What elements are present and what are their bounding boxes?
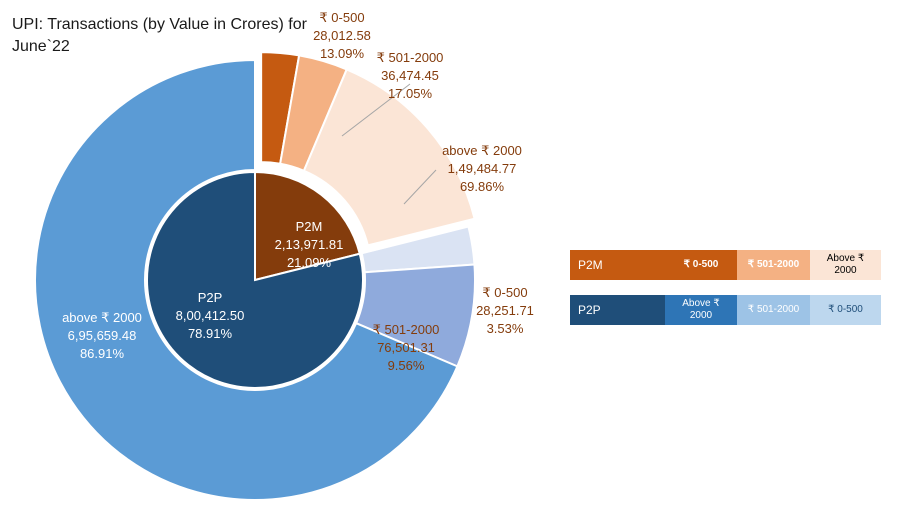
label-p2m-501-2000-leader-line — [341, 83, 411, 137]
label-inner-p2p-name: P2P — [198, 290, 223, 305]
label-p2m-above-2000-value: 1,49,484.77 — [448, 161, 517, 176]
legend-p2m-above-2000: Above ₹ 2000 — [810, 250, 881, 280]
label-p2m-above-2000-leader-line — [403, 169, 437, 205]
label-p2p-0-500-percent: 3.53% — [487, 321, 524, 336]
inner-slice-p2p — [146, 170, 364, 389]
label-p2p-above-2000-percent: 86.91% — [80, 346, 125, 361]
legend-p2p-501-2000: ₹ 501-2000 — [737, 295, 810, 325]
inner-slice-p2m — [254, 170, 361, 282]
label-p2m-501-2000-percent: 17.05% — [388, 86, 433, 101]
legend-p2p-0-500: ₹ 0-500 — [810, 295, 881, 325]
chart-slices — [34, 51, 476, 501]
label-p2p-501-2000-name: ₹ 501-2000 — [373, 322, 440, 337]
chart-labels: ₹ 0-500 28,012.58 13.09% ₹ 501-2000 36,474.4… — [62, 10, 534, 373]
legend-p2p-above-2000: Above ₹ 2000 — [665, 295, 737, 325]
label-p2m-above-2000-percent: 69.86% — [460, 179, 505, 194]
label-inner-p2m-percent: 21.09% — [287, 255, 332, 270]
label-inner-p2m-value: 2,13,971.81 — [275, 237, 344, 252]
label-inner-p2p-value: 8,00,412.50 — [176, 308, 245, 323]
legend-p2m-above-2000-text: Above ₹ 2000 — [826, 253, 865, 276]
chart-title: UPI: Transactions (by Value in Crores) f… — [12, 16, 307, 55]
outer-slice-p2p-above-2000 — [34, 58, 459, 501]
legend-p2p-above-2000-text: Above ₹ 2000 — [682, 298, 720, 321]
legend-p2p: P2P Above ₹ 2000 ₹ 501-2000 ₹ 0-500 — [570, 295, 881, 325]
label-p2p-0-500-name: ₹ 0-500 — [482, 285, 527, 300]
outer-slice-p2m-above-2000 — [302, 68, 476, 247]
label-inner-p2p-percent: 78.91% — [188, 326, 233, 341]
legend-p2p-label: P2P — [570, 295, 665, 325]
legend-p2m-label: P2M — [570, 250, 665, 280]
legend-p2m-0-500: ₹ 0-500 — [665, 250, 737, 280]
label-p2m-501-2000-value: 36,474.45 — [381, 68, 439, 83]
legend-p2m: P2M ₹ 0-500 ₹ 501-2000 Above ₹ 2000 — [570, 250, 881, 280]
label-inner-p2m-name: P2M — [296, 219, 323, 234]
label-p2p-above-2000-value: 6,95,659.48 — [68, 328, 137, 343]
label-p2m-0-500-name: ₹ 0-500 — [319, 10, 364, 25]
legend-p2m-501-2000: ₹ 501-2000 — [737, 250, 810, 280]
label-p2p-above-2000-name: above ₹ 2000 — [62, 310, 142, 325]
label-p2m-0-500-percent: 13.09% — [320, 46, 365, 61]
label-p2p-501-2000-value: 76,501.31 — [377, 340, 435, 355]
label-p2p-0-500-value: 28,251.71 — [476, 303, 534, 318]
label-p2p-501-2000-percent: 9.56% — [388, 358, 425, 373]
label-p2m-above-2000-name: above ₹ 2000 — [442, 143, 522, 158]
label-p2m-501-2000-name: ₹ 501-2000 — [377, 50, 444, 65]
label-p2m-0-500-value: 28,012.58 — [313, 28, 371, 43]
